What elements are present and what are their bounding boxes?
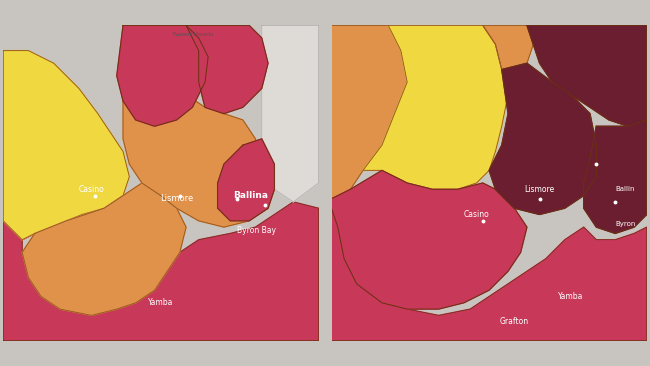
Text: Ballin: Ballin xyxy=(615,186,634,192)
Text: Yamba: Yamba xyxy=(558,292,584,301)
Polygon shape xyxy=(363,25,508,189)
Text: Byron Bay: Byron Bay xyxy=(237,226,276,235)
Text: Casino: Casino xyxy=(79,185,105,194)
Polygon shape xyxy=(3,202,318,341)
Polygon shape xyxy=(584,120,647,234)
Polygon shape xyxy=(332,171,527,309)
Text: Byron: Byron xyxy=(615,221,636,227)
Polygon shape xyxy=(123,89,274,227)
Polygon shape xyxy=(262,25,318,202)
Polygon shape xyxy=(218,139,274,221)
Text: Lismore: Lismore xyxy=(525,185,554,194)
Text: Tweed Heads: Tweed Heads xyxy=(172,32,213,37)
Polygon shape xyxy=(527,25,647,126)
Text: Ballina: Ballina xyxy=(233,191,268,200)
Text: Casino: Casino xyxy=(463,210,489,219)
Polygon shape xyxy=(186,25,268,114)
Text: Lismore: Lismore xyxy=(160,194,193,203)
Polygon shape xyxy=(332,208,647,341)
Polygon shape xyxy=(489,63,596,214)
Text: Grafton: Grafton xyxy=(500,317,529,326)
Polygon shape xyxy=(117,25,208,126)
Polygon shape xyxy=(483,25,533,82)
Text: Yamba: Yamba xyxy=(148,298,174,307)
Polygon shape xyxy=(332,25,407,199)
Polygon shape xyxy=(3,51,129,246)
Polygon shape xyxy=(22,183,186,315)
